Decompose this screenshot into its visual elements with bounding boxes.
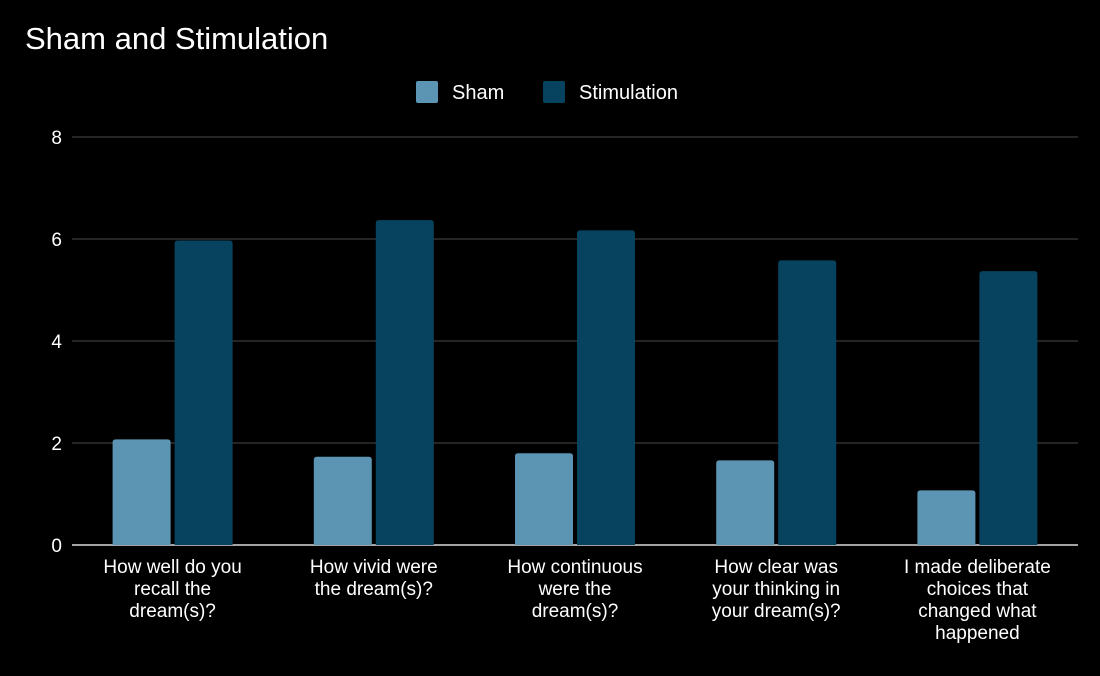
- x-tick-label: How vivid were the dream(s)?: [310, 557, 438, 600]
- bar-sham-2: [515, 453, 573, 545]
- x-tick-label-line: recall the: [134, 579, 211, 600]
- bar-stimulation-1: [375, 220, 434, 545]
- x-tick-label-line: your thinking in: [712, 579, 840, 600]
- bar-stimulation-4: [979, 271, 1038, 545]
- y-tick-label: 4: [51, 332, 62, 353]
- bar-stimulation-0: [174, 240, 233, 545]
- bar-sham-3: [716, 460, 775, 545]
- x-tick-label-line: dream(s)?: [532, 601, 619, 622]
- x-tick-label-line: dream(s)?: [129, 601, 216, 622]
- x-tick-label-line: your dream(s)?: [712, 601, 841, 622]
- gridlines: [72, 136, 1078, 546]
- bar-sham-4: [917, 490, 976, 545]
- legend-swatch-sham: [416, 81, 438, 103]
- x-tick-label-line: I made deliberate: [904, 557, 1051, 578]
- chart-title: Sham and Stimulation: [25, 21, 328, 56]
- x-tick-label-line: How clear was: [714, 557, 838, 578]
- bar-stimulation-3: [778, 260, 837, 545]
- y-tick-label: 2: [51, 434, 62, 455]
- x-tick-label-line: choices that: [927, 579, 1029, 600]
- legend-label-sham: Sham: [452, 82, 504, 104]
- x-tick-label: I made deliberate choices that changed wha…: [904, 557, 1051, 644]
- x-tick-label-line: How continuous: [507, 557, 642, 578]
- bar-stimulation-2: [577, 230, 635, 545]
- x-axis: How well do you recall the dream(s)?How vi…: [103, 557, 1050, 644]
- bar-sham-1: [313, 456, 372, 545]
- y-tick-label: 6: [51, 230, 62, 251]
- x-tick-label-line: changed what: [918, 601, 1037, 622]
- bar-sham-0: [112, 439, 171, 545]
- legend-label-stimulation: Stimulation: [579, 82, 678, 104]
- y-tick-label: 8: [51, 128, 62, 149]
- legend: Sham Stimulation: [416, 81, 678, 104]
- legend-swatch-stimulation: [543, 81, 565, 103]
- y-tick-label: 0: [51, 536, 62, 557]
- x-tick-label-line: How vivid were: [310, 557, 438, 578]
- x-tick-label: How well do you recall the dream(s)?: [103, 557, 241, 622]
- x-tick-label: How continuous were the dream(s)?: [507, 557, 642, 622]
- x-tick-label: How clear was your thinking in your dream(…: [712, 557, 841, 622]
- y-axis: 0 2 4 6 8: [51, 128, 62, 557]
- x-tick-label-line: the dream(s)?: [315, 579, 433, 600]
- x-tick-label-line: were the: [538, 579, 612, 600]
- bars: [112, 220, 1038, 545]
- x-tick-label-line: How well do you: [103, 557, 241, 578]
- x-tick-label-line: happened: [935, 623, 1020, 644]
